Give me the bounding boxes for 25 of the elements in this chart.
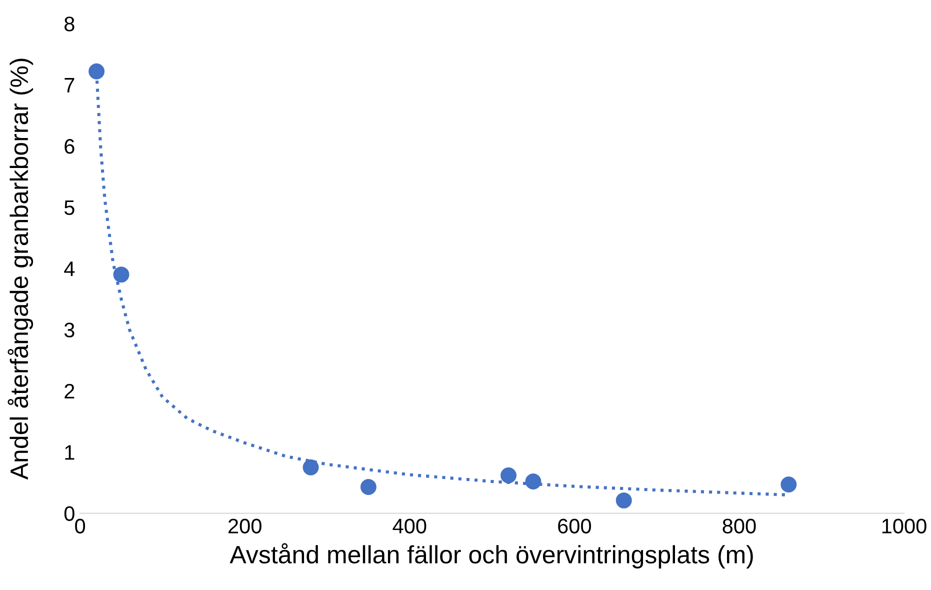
y-tick-label: 8 xyxy=(64,16,74,32)
y-tick-label: 6 xyxy=(64,139,74,154)
x-tick-label: 1000 xyxy=(882,518,926,534)
y-tick-label: 1 xyxy=(65,445,74,460)
point xyxy=(616,492,632,508)
point xyxy=(780,476,797,493)
y-tick-label: 5 xyxy=(64,200,74,215)
y-tick-label: 2 xyxy=(64,384,74,398)
y-axis-title: Andel återfångade granbarkborrar (%) xyxy=(8,58,34,480)
point xyxy=(302,459,319,476)
y-tick-label: 0 xyxy=(64,506,74,522)
x-tick-label: 800 xyxy=(722,518,756,534)
x-tick-label: 0 xyxy=(75,518,86,534)
x-tick-label: 600 xyxy=(558,518,591,534)
x-tick-label: 400 xyxy=(392,518,426,534)
x-tick-label: 200 xyxy=(228,518,262,534)
point xyxy=(500,467,516,484)
point xyxy=(88,63,105,80)
point xyxy=(525,473,542,490)
point xyxy=(113,266,130,283)
y-tick-label: 4 xyxy=(64,262,75,276)
point xyxy=(360,479,376,495)
y-tick-label: 3 xyxy=(64,322,74,338)
y-tick-label: 7 xyxy=(64,78,74,92)
x-axis-title: Avstånd mellan fällor och övervintringsplats (m) xyxy=(230,543,753,568)
